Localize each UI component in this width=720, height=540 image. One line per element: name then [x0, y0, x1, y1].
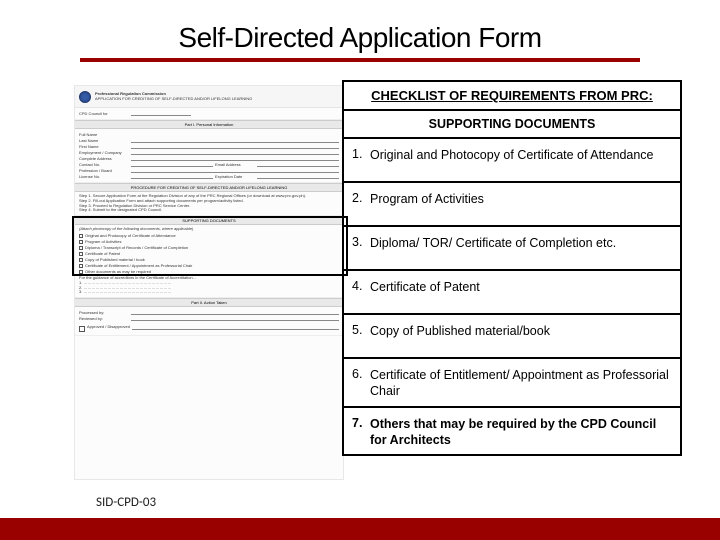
application-form-document: Professional Regulation Commission APPLI…	[74, 85, 344, 480]
form-action: Processed by: Reviewed by: Approved / Di…	[75, 307, 343, 336]
title-underline	[80, 58, 640, 62]
checklist-item-text: Diploma/ TOR/ Certificate of Completion …	[370, 233, 616, 251]
form-part1: Part I. Personal Information	[75, 120, 343, 129]
form-council-row: CPD Council for	[75, 108, 343, 120]
checklist-item-num: 3.	[352, 233, 370, 249]
checklist-row: 2.Program of Activities	[342, 183, 682, 227]
checklist-items: 1.Original and Photocopy of Certificate …	[342, 139, 682, 456]
checklist-item-text: Others that may be required by the CPD C…	[370, 414, 676, 449]
checklist-row: 3.Diploma/ TOR/ Certificate of Completio…	[342, 227, 682, 271]
checklist-panel: CHECKLIST OF REQUIREMENTS FROM PRC: SUPP…	[342, 80, 682, 480]
form-fields: Full Name Last Name First Name Employmen…	[75, 129, 343, 183]
checklist-item-text: Original and Photocopy of Certificate of…	[370, 145, 654, 163]
checklist-item-num: 6.	[352, 365, 370, 381]
slide-header: Self-Directed Application Form	[0, 0, 720, 62]
form-part2: Part II. Action Taken	[75, 298, 343, 307]
form-doc-header: Professional Regulation Commission APPLI…	[75, 86, 343, 108]
checklist-item-text: Copy of Published material/book	[370, 321, 550, 339]
slide-title: Self-Directed Application Form	[0, 22, 720, 54]
checklist-item-num: 2.	[352, 189, 370, 205]
form-subtitle: APPLICATION FOR CREDITING OF SELF-DIRECT…	[95, 97, 252, 102]
footer-bar	[0, 518, 720, 540]
checklist-item-text: Certificate of Entitlement/ Appointment …	[370, 365, 676, 400]
checklist-item-num: 5.	[352, 321, 370, 337]
checklist-item-text: Program of Activities	[370, 189, 484, 207]
checklist-row: 5.Copy of Published material/book	[342, 315, 682, 359]
checklist-item-num: 7.	[352, 414, 370, 430]
checklist-item-num: 1.	[352, 145, 370, 161]
form-proc-bar: PROCEDURE FOR CREDITING OF SELF-DIRECTED…	[75, 183, 343, 192]
supporting-header: SUPPORTING DOCUMENTS	[342, 111, 682, 139]
checklist-item-text: Certificate of Patent	[370, 277, 480, 295]
prc-logo-icon	[79, 91, 91, 103]
document-highlight-rect	[72, 216, 348, 276]
slide-content: Professional Regulation Commission APPLI…	[0, 80, 720, 500]
checklist-row: 4.Certificate of Patent	[342, 271, 682, 315]
checklist-item-num: 4.	[352, 277, 370, 293]
checklist-header: CHECKLIST OF REQUIREMENTS FROM PRC:	[342, 80, 682, 111]
form-steps: Step 1. Secure Application Form at the R…	[75, 192, 343, 216]
checklist-row: 1.Original and Photocopy of Certificate …	[342, 139, 682, 183]
footer-code: SID-CPD-03	[96, 495, 156, 510]
checklist-row: 7.Others that may be required by the CPD…	[342, 408, 682, 457]
checklist-row: 6.Certificate of Entitlement/ Appointmen…	[342, 359, 682, 408]
